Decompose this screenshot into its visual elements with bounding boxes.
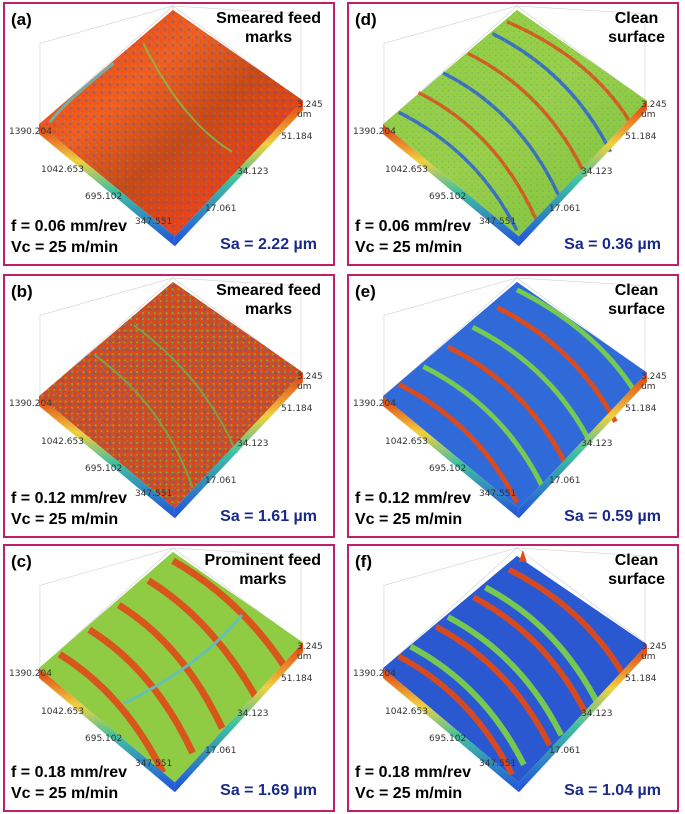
feed-rate: f = 0.18 mm/rev (355, 764, 472, 781)
cutting-parameters: f = 0.12 mm/rev Vc = 25 m/min (355, 488, 471, 530)
axis-tick: 1042.653 (41, 707, 84, 717)
roughness-sa: Sa = 0.59 µm (564, 508, 661, 525)
axis-tick: 34.123 (237, 167, 269, 177)
surface-annotation: Prominent feed marks (204, 552, 321, 588)
cutting-speed: Vc = 25 m/min (11, 239, 119, 256)
axis-tick: 347.551 (479, 759, 517, 769)
axis-tick: 695.102 (85, 464, 123, 474)
axis-tick: 1390.204 (353, 399, 396, 409)
surface-annotation: Clean surface (608, 282, 665, 318)
surface-plot-image (382, 547, 647, 793)
axis-tick: 1042.653 (41, 437, 84, 447)
feed-rate: f = 0.12 mm/rev (11, 490, 128, 507)
axis-tick: 1390.204 (353, 127, 396, 137)
cutting-parameters: f = 0.18 mm/rev Vc = 25 m/min (11, 762, 127, 804)
roughness-sa: Sa = 2.22 µm (220, 236, 317, 253)
axis-tick: 1042.653 (385, 707, 428, 717)
axis-tick: 695.102 (429, 464, 467, 474)
axis-tick: 347.551 (135, 489, 173, 499)
axis-tick: 1390.204 (9, 669, 52, 679)
axis-tick: 3.245 um (297, 100, 323, 120)
panel-label: (a) (11, 10, 32, 29)
axis-tick: 695.102 (429, 734, 467, 744)
panel-label: (c) (11, 552, 32, 571)
axis-tick: 17.061 (205, 204, 237, 214)
feed-rate: f = 0.06 mm/rev (355, 218, 472, 235)
axis-tick: 3.245 um (297, 372, 323, 392)
surface-annotation: Clean surface (608, 10, 665, 46)
cutting-parameters: f = 0.18 mm/rev Vc = 25 m/min (355, 762, 471, 804)
surface-plot-image (39, 277, 303, 519)
axis-tick: 695.102 (429, 192, 467, 202)
roughness-sa: Sa = 1.61 µm (220, 508, 317, 525)
axis-tick: 3.245 um (297, 642, 323, 662)
axis-tick: 51.184 (281, 404, 313, 414)
axis-tick: 347.551 (135, 217, 173, 227)
surface-plot-image (383, 5, 647, 247)
axis-tick: 34.123 (237, 439, 269, 449)
axis-tick: 695.102 (85, 192, 123, 202)
axis-tick: 51.184 (625, 132, 657, 142)
axis-tick: 34.123 (581, 167, 613, 177)
axis-tick: 1390.204 (9, 127, 52, 137)
axis-tick: 34.123 (581, 709, 613, 719)
axis-tick: 1042.653 (41, 165, 84, 175)
feed-rate: f = 0.06 mm/rev (11, 218, 128, 235)
axis-tick: 17.061 (549, 476, 581, 486)
axis-tick: 34.123 (237, 709, 269, 719)
axis-tick: 51.184 (625, 404, 657, 414)
axis-tick: 34.123 (581, 439, 613, 449)
roughness-sa: Sa = 0.36 µm (564, 236, 661, 253)
surface-annotation: Smeared feed marks (216, 10, 321, 46)
axis-tick: 51.184 (281, 674, 313, 684)
axis-tick: 17.061 (205, 746, 237, 756)
roughness-sa: Sa = 1.69 µm (220, 782, 317, 799)
axis-tick: 3.245 um (641, 372, 667, 392)
surface-plot-image (38, 547, 303, 793)
axis-tick: 695.102 (85, 734, 123, 744)
axis-tick: 1390.204 (9, 399, 52, 409)
surface-annotation: Smeared feed marks (216, 282, 321, 318)
axis-tick: 3.245 um (641, 100, 667, 120)
axis-tick: 347.551 (135, 759, 173, 769)
surface-plot-image (39, 5, 303, 247)
axis-tick: 1390.204 (353, 669, 396, 679)
cutting-parameters: f = 0.06 mm/rev Vc = 25 m/min (11, 216, 127, 258)
panel-a: (a) Smeared feed marks 1390.204 1042.653… (3, 2, 335, 266)
cutting-speed: Vc = 25 m/min (355, 785, 463, 802)
axis-tick: 347.551 (479, 489, 517, 499)
panel-c: (c) Prominent feed marks 1390.204 1042.6… (3, 544, 335, 812)
roughness-sa: Sa = 1.04 µm (564, 782, 661, 799)
axis-tick: 17.061 (549, 204, 581, 214)
panel-label: (b) (11, 282, 33, 301)
feed-rate: f = 0.12 mm/rev (355, 490, 472, 507)
panel-label: (e) (355, 282, 376, 301)
panel-d: (d) Clean surface 1390.204 1042.653 695.… (347, 2, 679, 266)
axis-tick: 1042.653 (385, 437, 428, 447)
axis-tick: 51.184 (281, 132, 313, 142)
panel-label: (d) (355, 10, 377, 29)
cutting-speed: Vc = 25 m/min (355, 511, 463, 528)
surface-annotation: Clean surface (608, 552, 665, 588)
axis-tick: 347.551 (479, 217, 517, 227)
panel-b: (b) Smeared feed marks 1390.204 1042.653… (3, 274, 335, 538)
cutting-speed: Vc = 25 m/min (11, 511, 119, 528)
panel-label: (f) (355, 552, 372, 571)
cutting-parameters: f = 0.06 mm/rev Vc = 25 m/min (355, 216, 471, 258)
surface-plot-image (383, 277, 647, 519)
feed-rate: f = 0.18 mm/rev (11, 764, 128, 781)
cutting-speed: Vc = 25 m/min (11, 785, 119, 802)
axis-tick: 3.245 um (641, 642, 667, 662)
panel-f: (f) Clean surface 1390.204 1042.653 695.… (347, 544, 679, 812)
cutting-parameters: f = 0.12 mm/rev Vc = 25 m/min (11, 488, 127, 530)
axis-tick: 51.184 (625, 674, 657, 684)
cutting-speed: Vc = 25 m/min (355, 239, 463, 256)
axis-tick: 1042.653 (385, 165, 428, 175)
axis-tick: 17.061 (549, 746, 581, 756)
axis-tick: 17.061 (205, 476, 237, 486)
panel-e: (e) Clean surface 1390.204 1042.653 695.… (347, 274, 679, 538)
